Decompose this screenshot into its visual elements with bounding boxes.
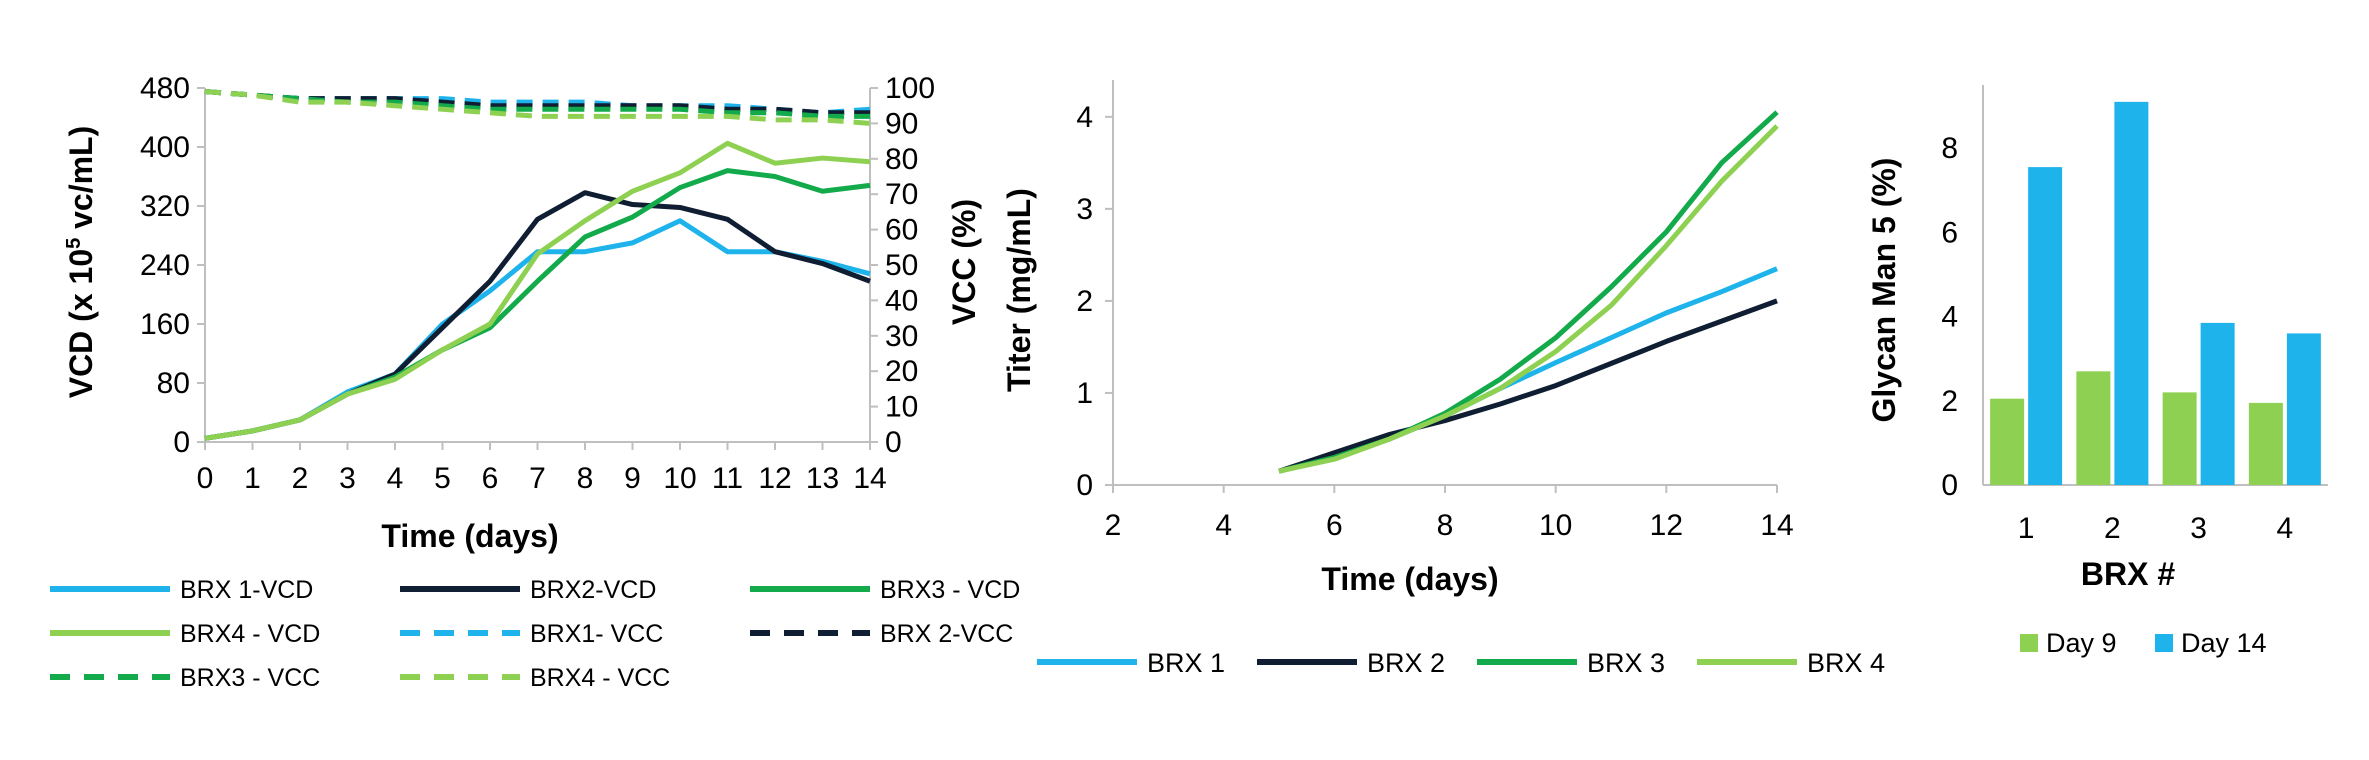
- x-axis-label: Time (days): [1321, 561, 1498, 597]
- y2-tick-label: 60: [885, 214, 918, 247]
- y-tick-label: 8: [1941, 132, 1958, 165]
- chart-viability: 0 1 2 3 4 5 6 7 8 9 10 11 12 13 1408016024032040048001…: [50, 72, 1020, 692]
- bar-day-9: [2076, 371, 2111, 485]
- y-tick-label: 80: [157, 367, 190, 400]
- y2-tick-label: 0: [885, 426, 902, 459]
- y2-tick-label: 90: [885, 107, 918, 140]
- x-tick-label: 4: [387, 462, 404, 495]
- y-tick-label: 2: [1941, 385, 1958, 418]
- x-tick-label: 10: [1539, 509, 1572, 542]
- legend-label: BRX 3: [1587, 648, 1665, 678]
- x-tick-label: 4: [2277, 512, 2294, 545]
- legend-swatch: [2155, 634, 2173, 652]
- legend-label: BRX 1: [1147, 648, 1225, 678]
- series-line-brx2-vcd: [204, 190, 871, 441]
- y-tick-label: 0: [1076, 469, 1093, 502]
- y2-tick-label: 20: [885, 355, 918, 388]
- legend-label: BRX3 - VCC: [180, 664, 320, 692]
- series-line-brx-2: [1278, 298, 1778, 474]
- bar-day-14: [2200, 322, 2235, 485]
- legend-label: BRX 2-VCC: [880, 620, 1013, 648]
- series-line-brx3-vcd: [204, 168, 871, 441]
- x-tick-label: 0: [197, 462, 214, 495]
- y-tick-label: 400: [140, 131, 190, 164]
- y-tick-label: 480: [140, 72, 190, 105]
- y2-axis-label: VCC (%): [946, 199, 982, 325]
- y-tick-label: 0: [173, 426, 190, 459]
- x-tick-label: 8: [1437, 509, 1454, 542]
- x-tick-label: 8: [577, 462, 594, 495]
- legend-label: BRX3 - VCD: [880, 576, 1020, 604]
- legend-swatch: [2020, 634, 2038, 652]
- x-axis-label: Time (days): [381, 518, 558, 554]
- y-tick-label: 320: [140, 190, 190, 223]
- y-tick-label: 0: [1941, 469, 1958, 502]
- y-tick-label: 6: [1941, 216, 1958, 249]
- y-axis-label: Titer (mg/mL): [1001, 188, 1037, 392]
- x-tick-label: 5: [434, 462, 451, 495]
- legend-label: BRX4 - VCD: [180, 620, 320, 648]
- y-tick-label: 160: [140, 308, 190, 341]
- y-axis-label: VCD (x 105 vc/mL): [63, 126, 99, 399]
- legend-label: Day 14: [2181, 628, 2267, 658]
- series-line-brx3-vcc: [204, 89, 870, 119]
- bar-day-9: [2248, 402, 2283, 485]
- x-tick-label: 11: [712, 462, 743, 495]
- legend-label: BRX2-VCD: [530, 576, 656, 604]
- x-tick-label: 6: [482, 462, 499, 495]
- legend-label: BRX1- VCC: [530, 620, 663, 648]
- y2-tick-label: 50: [885, 249, 918, 282]
- series-line-brx4-vcc: [204, 89, 871, 126]
- x-tick-label: 9: [624, 462, 641, 495]
- x-tick-label: 6: [1326, 509, 1343, 542]
- x-tick-label: 2: [2104, 512, 2121, 545]
- legend-label: BRX4 - VCC: [530, 664, 670, 692]
- y2-tick-label: 10: [885, 391, 918, 424]
- legend-label: BRX 2: [1367, 648, 1445, 678]
- x-tick-label: 4: [1215, 509, 1232, 542]
- legend-label: BRX 1-VCD: [180, 576, 313, 604]
- x-axis-label: BRX #: [2081, 556, 2175, 592]
- x-tick-label: 14: [853, 462, 886, 495]
- y2-tick-label: 40: [885, 284, 918, 317]
- y-tick-label: 2: [1076, 285, 1093, 318]
- x-tick-label: 13: [806, 462, 839, 495]
- x-tick-label: 12: [758, 462, 791, 495]
- legend-label: Day 9: [2046, 628, 2117, 658]
- series-line-brx-3: [1278, 110, 1779, 474]
- y2-tick-label: 30: [885, 320, 918, 353]
- chart-glycan: 0 2 4 6 8 1 2 3 4 BRX # Glycan Man 5 (%) Day 9 Da…: [1866, 85, 2328, 658]
- bar-day-14: [2028, 167, 2063, 485]
- y-tick-label: 240: [140, 249, 190, 282]
- x-tick-label: 7: [529, 462, 546, 495]
- x-tick-label: 10: [663, 462, 696, 495]
- y2-tick-label: 80: [885, 143, 918, 176]
- y-tick-label: 3: [1076, 193, 1093, 226]
- legend-label: BRX 4: [1807, 648, 1885, 678]
- x-tick-label: 14: [1760, 509, 1793, 542]
- bar-day-9: [2162, 392, 2197, 485]
- y2-tick-label: 70: [885, 178, 918, 211]
- y-tick-label: 4: [1941, 301, 1958, 334]
- series-line-brx4-vcd: [204, 140, 871, 441]
- series-line-brx-4: [1278, 124, 1779, 474]
- x-tick-label: 12: [1650, 509, 1683, 542]
- y2-tick-label: 100: [885, 72, 935, 105]
- y-tick-label: 4: [1076, 101, 1093, 134]
- y-tick-label: 1: [1076, 377, 1093, 410]
- x-tick-label: 3: [2190, 512, 2207, 545]
- x-tick-label: 1: [244, 462, 261, 495]
- y-axis-label: Glycan Man 5 (%): [1866, 158, 1902, 423]
- bar-day-14: [2114, 101, 2149, 485]
- x-tick-label: 1: [2018, 512, 2035, 545]
- series-line-brx-2-vcc: [204, 89, 870, 116]
- bar-day-9: [1990, 398, 2025, 485]
- bar-day-14: [2286, 333, 2321, 485]
- series-line-brx1-vcc: [204, 89, 871, 116]
- x-tick-label: 2: [1105, 509, 1122, 542]
- x-tick-label: 2: [292, 462, 309, 495]
- x-tick-label: 3: [339, 462, 356, 495]
